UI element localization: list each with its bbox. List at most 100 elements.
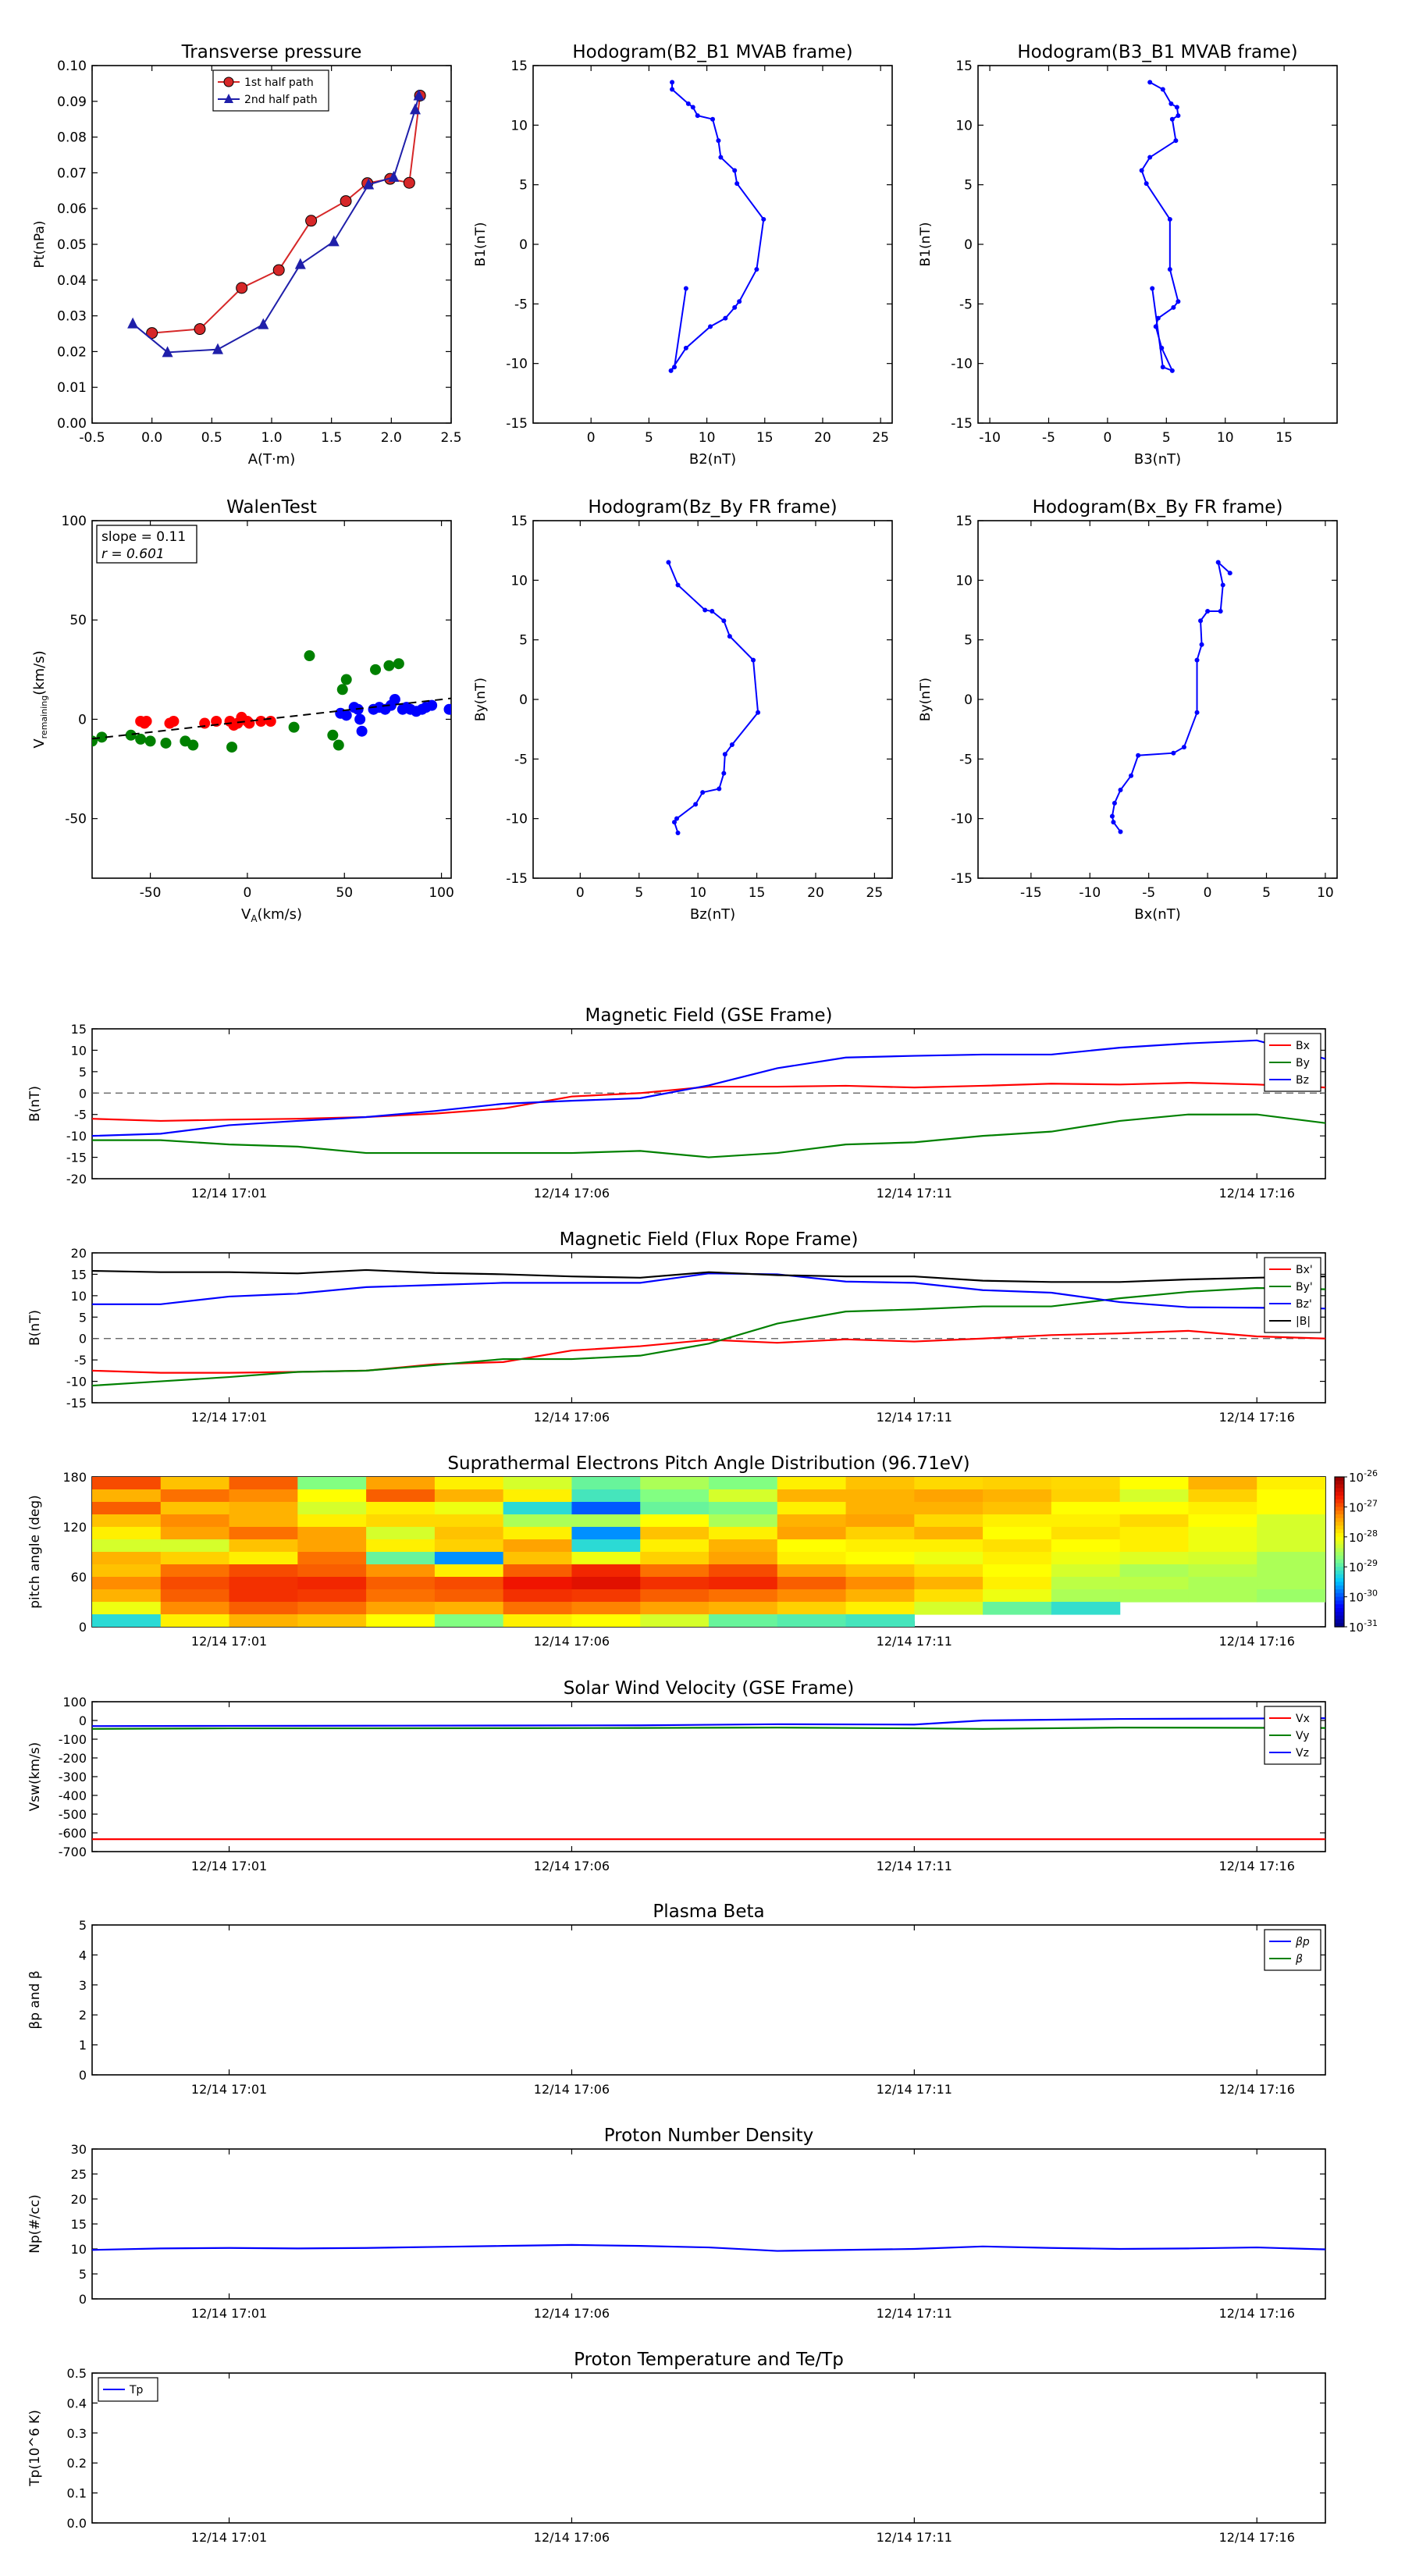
h2-ytick-label: 15 bbox=[955, 59, 973, 74]
pad-cell bbox=[434, 1564, 504, 1578]
pad-colorbar-step bbox=[1335, 1611, 1344, 1617]
h4-xtick-label: 0 bbox=[1204, 885, 1212, 901]
walen-point bbox=[383, 660, 395, 671]
pad-cell bbox=[503, 1602, 573, 1615]
walen-slope-text: slope = 0.11 bbox=[101, 529, 186, 545]
tp-marker bbox=[388, 170, 400, 182]
h3-marker bbox=[729, 742, 735, 748]
pad-colorbar-step bbox=[1335, 1488, 1344, 1493]
pad-cell bbox=[297, 1477, 367, 1490]
pad-cell bbox=[366, 1614, 436, 1627]
pad-colorbar-frame bbox=[1334, 1476, 1345, 1628]
h4-axes-frame bbox=[977, 520, 1338, 879]
walen-annotation-box bbox=[96, 525, 197, 564]
pad-cell bbox=[709, 1514, 778, 1528]
walen-point bbox=[168, 715, 180, 727]
h1-marker bbox=[668, 368, 674, 373]
pad-colorbar-step bbox=[1335, 1503, 1344, 1507]
h3-marker bbox=[693, 802, 699, 807]
walen-point bbox=[187, 739, 199, 751]
pad-cell bbox=[229, 1477, 298, 1490]
pad-cell bbox=[229, 1589, 298, 1603]
h3-marker bbox=[700, 790, 706, 795]
tpp-legend-label: Tp bbox=[129, 2384, 144, 2396]
mf_gse-title: Magnetic Field (GSE Frame) bbox=[585, 1005, 833, 1026]
mf_fr-legend-label: Bz' bbox=[1296, 1298, 1312, 1311]
pad-cell bbox=[160, 1502, 230, 1515]
tp-legend-marker bbox=[224, 94, 233, 103]
pad-cell bbox=[160, 1577, 230, 1590]
walen-point bbox=[92, 735, 98, 747]
np-ytick-label: 10 bbox=[71, 2242, 87, 2257]
pad-cell bbox=[845, 1539, 915, 1553]
pad-cell bbox=[1257, 1477, 1325, 1490]
pad-colorbar-step bbox=[1335, 1499, 1344, 1504]
mf_fr-ytick-label: -15 bbox=[66, 1396, 87, 1411]
mf_gse-ytick-label: 15 bbox=[71, 1022, 87, 1037]
pad-cell bbox=[571, 1539, 641, 1553]
beta-ylabel: βp and β bbox=[27, 1970, 43, 2029]
h1-marker bbox=[670, 87, 675, 92]
h3-marker bbox=[675, 582, 681, 588]
tp-chart: Transverse pressure 0.00 0.01 0.02 0.03 0.04 0… bbox=[32, 42, 462, 468]
walen-point bbox=[144, 735, 156, 747]
pad-cell bbox=[983, 1577, 1052, 1590]
h4-ytick-label: 15 bbox=[955, 514, 973, 529]
beta-chart: Plasma Beta 5 4 3 2 1 0 12/14 17:01 12/14 17:06 1… bbox=[27, 1902, 1326, 2097]
np-ytick-label: 15 bbox=[71, 2217, 87, 2232]
tpp-ytick-label: 0.3 bbox=[67, 2426, 87, 2441]
pad-cell bbox=[1051, 1489, 1121, 1503]
h4-marker bbox=[1194, 710, 1200, 715]
vsw-legend-label: Vz bbox=[1296, 1747, 1309, 1759]
walen-point bbox=[125, 729, 137, 741]
pad-cell bbox=[571, 1514, 641, 1528]
tp-legend: 1st half path 2nd half path bbox=[212, 69, 329, 112]
tpp-ytick-label: 0.2 bbox=[67, 2456, 87, 2471]
mf_fr-ytick-label: -5 bbox=[74, 1353, 87, 1368]
pad-cell bbox=[366, 1477, 436, 1490]
h2-marker bbox=[1176, 299, 1181, 304]
pad-cell bbox=[709, 1589, 778, 1603]
pad-cell bbox=[434, 1514, 504, 1528]
h4-marker bbox=[1118, 788, 1123, 793]
h1-title: Hodogram(B2_B1 MVAB frame) bbox=[572, 42, 852, 62]
pad-cell bbox=[777, 1502, 847, 1515]
mf_gse-series-line-2 bbox=[92, 1039, 1325, 1137]
mf_fr-legend-label: By' bbox=[1296, 1281, 1313, 1293]
pad-cell bbox=[1188, 1502, 1257, 1515]
h3-xlabel: Bz(nT) bbox=[690, 906, 735, 923]
h4-chart: Hodogram(Bx_By FR frame) -15 -10 -5 0 5 10 15 -1… bbox=[918, 497, 1338, 923]
h3-ytick-label: 0 bbox=[519, 692, 528, 708]
pad-cell bbox=[297, 1489, 367, 1503]
pad-cell bbox=[503, 1489, 573, 1503]
pad-cell bbox=[297, 1589, 367, 1603]
pad-colorbar-label: 10-31 bbox=[1349, 1618, 1378, 1635]
pad-cell bbox=[640, 1477, 710, 1490]
h3-marker bbox=[702, 607, 708, 613]
h3-ytick-label: 10 bbox=[510, 573, 528, 589]
tp-ylabel: Pt(nPa) bbox=[32, 221, 48, 269]
beta-legend-label: βp bbox=[1295, 1936, 1310, 1948]
vsw-series-line-1 bbox=[92, 1727, 1325, 1730]
mf_gse-legend-label: Bx bbox=[1296, 1040, 1310, 1052]
pad-cell bbox=[92, 1577, 162, 1590]
h2-xlabel: B3(nT) bbox=[1134, 451, 1181, 468]
h2-marker bbox=[1171, 304, 1176, 310]
pad-colorbar-label: 10-29 bbox=[1349, 1558, 1378, 1574]
pad-cell bbox=[1119, 1589, 1190, 1603]
pad-cell bbox=[914, 1577, 984, 1590]
h4-marker bbox=[1129, 773, 1134, 778]
h1-marker bbox=[732, 168, 738, 173]
vsw-ytick-label: -200 bbox=[59, 1751, 87, 1766]
h2-marker bbox=[1147, 80, 1153, 85]
walen-point bbox=[333, 739, 344, 751]
walen-point bbox=[244, 717, 255, 729]
mf_fr-legend: Bx' By' Bz' |B| bbox=[1264, 1257, 1321, 1333]
mf_gse-legend: Bx By Bz bbox=[1264, 1033, 1321, 1092]
h4-title: Hodogram(Bx_By FR frame) bbox=[1033, 497, 1283, 518]
mf_gse-series-line-1 bbox=[92, 1113, 1325, 1158]
mf_gse-chart: Magnetic Field (GSE Frame) 15 10 5 0 -5 -10 -15… bbox=[27, 1005, 1326, 1201]
h3-title: Hodogram(Bz_By FR frame) bbox=[588, 497, 837, 518]
h2-xtick-label: 15 bbox=[1275, 430, 1293, 446]
walen-r-text: r = 0.601 bbox=[101, 546, 165, 562]
